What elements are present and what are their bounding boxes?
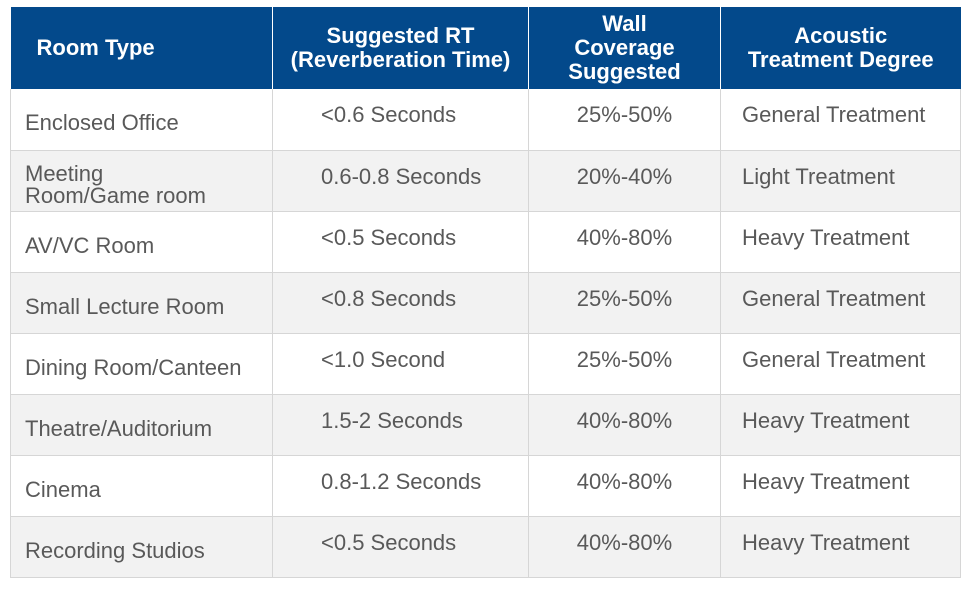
- cell-room-type: Cinema: [10, 455, 273, 517]
- cell-coverage: 40%-80%: [528, 211, 721, 273]
- room-name-line1: Meeting: [25, 160, 104, 186]
- header-acoustic-line1: Acoustic: [794, 23, 888, 48]
- cell-treatment: Heavy Treatment: [720, 455, 961, 517]
- cell-treatment: Heavy Treatment: [720, 516, 961, 578]
- cell-rt: 0.8-1.2 Seconds: [272, 455, 529, 517]
- cell-coverage: 40%-80%: [528, 516, 721, 578]
- acoustic-treatment-table: Room Type Suggested RT (Reverberation Ti…: [10, 7, 961, 578]
- cell-room-type: Enclosed Office: [10, 89, 273, 151]
- cell-coverage: 25%-50%: [528, 272, 721, 334]
- cell-treatment: Heavy Treatment: [720, 394, 961, 456]
- header-acoustic-line2: Treatment Degree: [747, 47, 934, 72]
- cell-coverage: 25%-50%: [528, 333, 721, 395]
- table-header: Room Type Suggested RT (Reverberation Ti…: [10, 7, 961, 89]
- room-name-line1: Small Lecture Room: [25, 293, 225, 319]
- cell-treatment: General Treatment: [720, 89, 961, 151]
- header-wall-line3: Suggested: [568, 59, 681, 84]
- cell-rt: <0.6 Seconds: [272, 89, 529, 151]
- cell-coverage: 40%-80%: [528, 455, 721, 517]
- table-row: Meeting Room/Game room 0.6-0.8 Seconds 2…: [10, 150, 961, 212]
- cell-rt: <0.5 Seconds: [272, 516, 529, 578]
- room-name-line1: AV/VC Room: [25, 232, 155, 258]
- cell-treatment: Light Treatment: [720, 150, 961, 212]
- header-rt-line2: (Reverberation Time): [290, 47, 511, 72]
- room-name-line1: Enclosed Office: [25, 110, 179, 136]
- table-row: Enclosed Office <0.6 Seconds 25%-50% Gen…: [10, 89, 961, 151]
- room-name-line1: Dining Room/Canteen: [25, 354, 242, 380]
- table-row: Theatre/Auditorium 1.5-2 Seconds 40%-80%…: [10, 394, 961, 456]
- room-name-line1: Cinema: [25, 476, 101, 502]
- header-room-type: Room Type: [10, 7, 273, 89]
- header-suggested-rt: Suggested RT (Reverberation Time): [272, 7, 529, 89]
- cell-room-type: Theatre/Auditorium: [10, 394, 273, 456]
- header-acoustic-treatment: Acoustic Treatment Degree: [720, 7, 961, 89]
- header-wall-line1: Wall: [602, 11, 647, 36]
- cell-room-type: Meeting Room/Game room: [10, 150, 273, 212]
- cell-coverage: 25%-50%: [528, 89, 721, 151]
- cell-treatment: General Treatment: [720, 272, 961, 334]
- cell-room-type: Dining Room/Canteen: [10, 333, 273, 395]
- room-name-line1: Theatre/Auditorium: [25, 415, 213, 441]
- header-rt-line1: Suggested RT: [326, 23, 475, 48]
- table-row: Dining Room/Canteen <1.0 Second 25%-50% …: [10, 333, 961, 395]
- table-row: AV/VC Room <0.5 Seconds 40%-80% Heavy Tr…: [10, 211, 961, 273]
- cell-treatment: General Treatment: [720, 333, 961, 395]
- header-wall-coverage: Wall Coverage Suggested: [528, 7, 721, 89]
- acoustic-table-container: Room Type Suggested RT (Reverberation Ti…: [10, 7, 961, 578]
- room-name-line2: Room/Game room: [25, 182, 206, 208]
- cell-coverage: 40%-80%: [528, 394, 721, 456]
- cell-coverage: 20%-40%: [528, 150, 721, 212]
- table-row: Recording Studios <0.5 Seconds 40%-80% H…: [10, 516, 961, 578]
- room-name-line1: Recording Studios: [25, 537, 205, 563]
- cell-treatment: Heavy Treatment: [720, 211, 961, 273]
- table-row: Small Lecture Room <0.8 Seconds 25%-50% …: [10, 272, 961, 334]
- table-row: Cinema 0.8-1.2 Seconds 40%-80% Heavy Tre…: [10, 455, 961, 517]
- cell-room-type: Small Lecture Room: [10, 272, 273, 334]
- header-row: Room Type Suggested RT (Reverberation Ti…: [10, 7, 961, 89]
- table-body: Enclosed Office <0.6 Seconds 25%-50% Gen…: [10, 89, 961, 578]
- cell-room-type: Recording Studios: [10, 516, 273, 578]
- cell-rt: <0.5 Seconds: [272, 211, 529, 273]
- cell-room-type: AV/VC Room: [10, 211, 273, 273]
- cell-rt: 0.6-0.8 Seconds: [272, 150, 529, 212]
- cell-rt: <1.0 Second: [272, 333, 529, 395]
- cell-rt: <0.8 Seconds: [272, 272, 529, 334]
- cell-rt: 1.5-2 Seconds: [272, 394, 529, 456]
- header-wall-line2: Coverage: [574, 35, 675, 60]
- header-room-type-label: Room Type: [36, 35, 155, 60]
